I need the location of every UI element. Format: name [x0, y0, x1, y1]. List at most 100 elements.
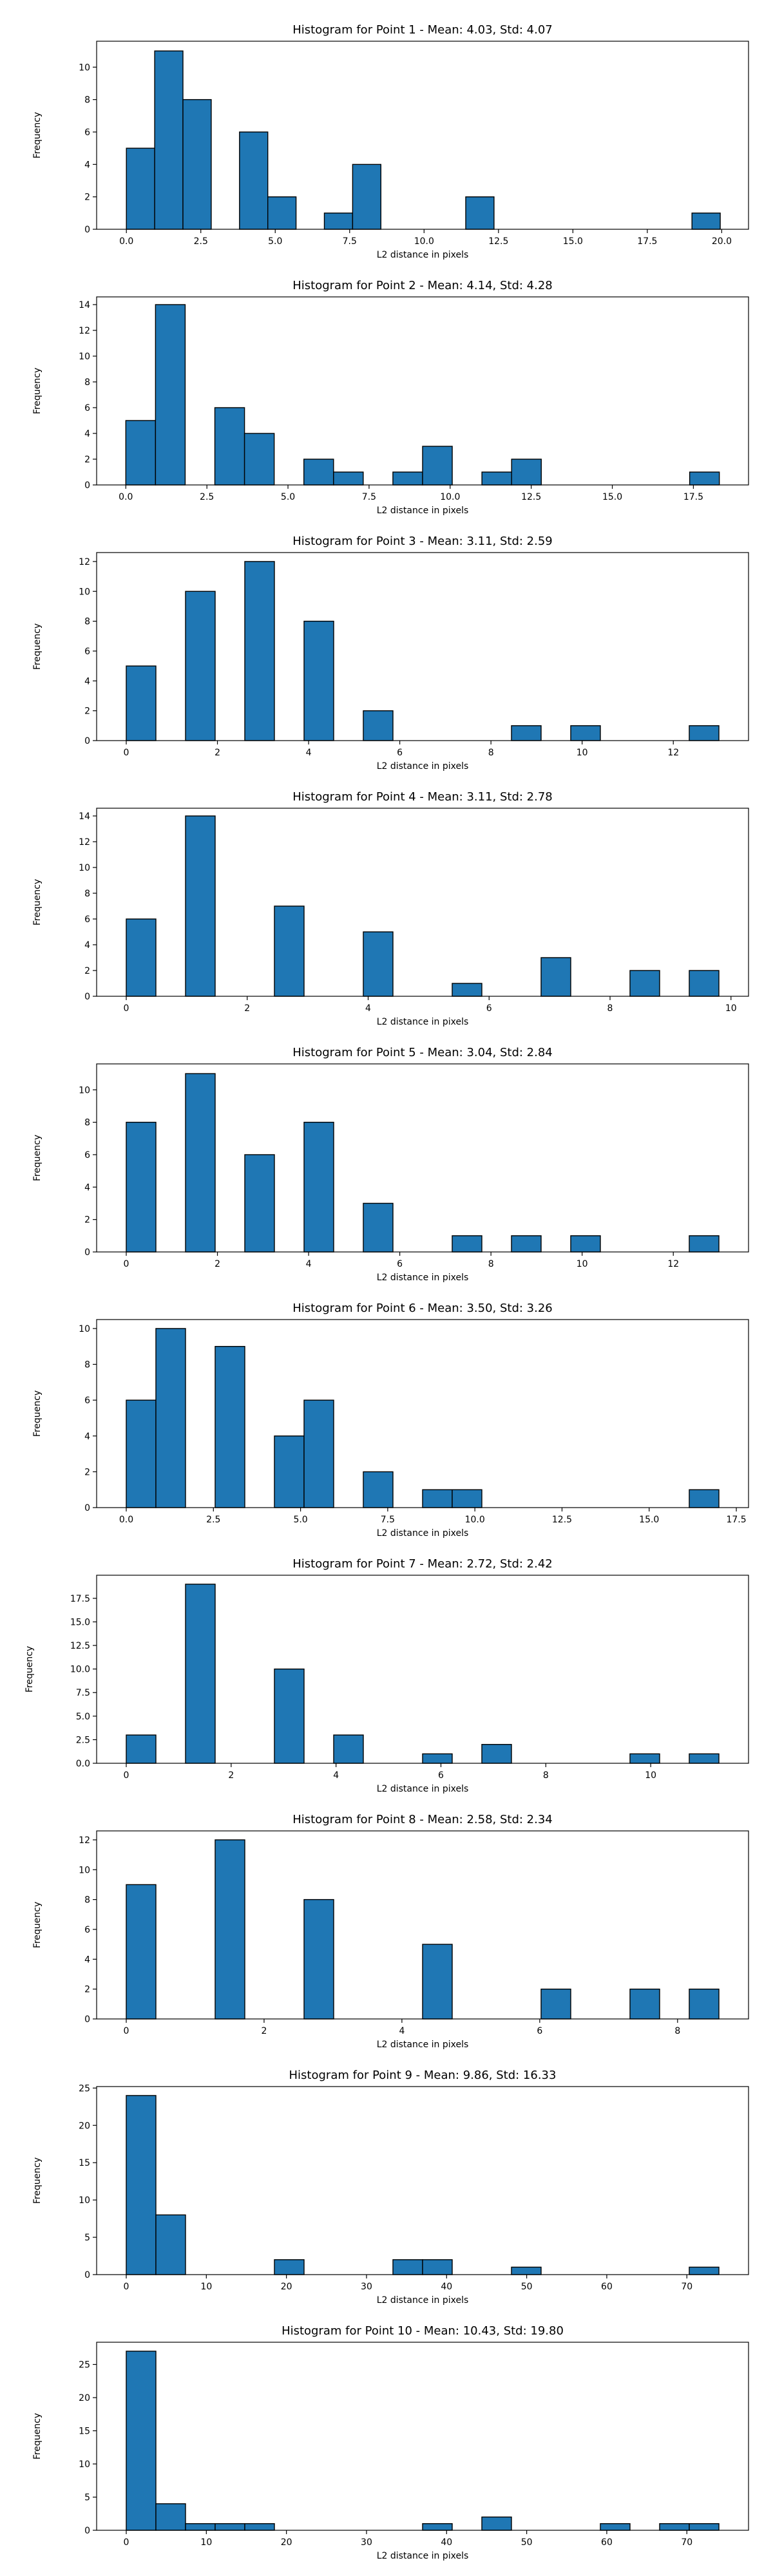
x-tick-label: 2 [228, 1770, 234, 1781]
histogram-bar [239, 131, 269, 230]
x-tick-label: 4 [306, 748, 312, 758]
y-tick-label: 0 [84, 736, 90, 746]
histogram-bar [274, 1435, 305, 1508]
y-axis-label: Frequency [32, 2413, 43, 2459]
histogram-bar [126, 1884, 157, 2020]
histogram-bar [689, 1489, 720, 1508]
y-axis-label: Frequency [32, 112, 43, 158]
histogram-bar [540, 1988, 571, 2020]
y-tick-label: 10 [79, 2195, 90, 2206]
histogram-panel-1: Histogram for Point 1 - Mean: 4.03, Std:… [32, 23, 749, 260]
x-tick-label: 50 [521, 2537, 533, 2548]
histogram-bar [452, 1489, 482, 1508]
chart-title: Histogram for Point 9 - Mean: 9.86, Std:… [289, 2069, 557, 2082]
y-tick-label: 25 [79, 2360, 90, 2371]
histogram-bar [600, 2523, 631, 2531]
histogram-bar [422, 1944, 453, 2020]
x-tick-label: 40 [441, 2282, 452, 2292]
histogram-bar [126, 1121, 157, 1253]
histogram-panel-9: Histogram for Point 9 - Mean: 9.86, Std:… [32, 2069, 749, 2306]
axes-frame [96, 41, 749, 230]
histogram-bar [323, 213, 354, 230]
histogram-bar [126, 665, 157, 741]
y-tick-label: 5.0 [76, 1712, 90, 1722]
x-tick-label: 7.5 [362, 492, 376, 502]
histogram-panel-6: Histogram for Point 6 - Mean: 3.50, Std:… [32, 1302, 749, 1539]
y-tick-label: 12 [79, 326, 90, 336]
x-tick-label: 17.5 [726, 1515, 746, 1525]
y-tick-label: 0.0 [76, 1759, 90, 1769]
histogram-bar [244, 2523, 275, 2531]
x-axis-label: L2 distance in pixels [377, 2040, 469, 2050]
y-tick-label: 12 [79, 1835, 90, 1846]
x-axis-label: L2 distance in pixels [377, 1784, 469, 1794]
x-axis-label: L2 distance in pixels [377, 761, 469, 772]
y-tick-label: 10.0 [70, 1665, 90, 1675]
x-tick-label: 0 [124, 2026, 129, 2036]
histogram-bar [126, 2095, 157, 2275]
x-tick-label: 0.0 [119, 1515, 133, 1525]
x-tick-label: 8 [488, 748, 494, 758]
x-tick-label: 20 [281, 2282, 292, 2292]
y-tick-label: 8 [84, 617, 90, 627]
y-tick-label: 4 [84, 940, 90, 951]
x-tick-label: 60 [601, 2282, 613, 2292]
y-tick-label: 2.5 [76, 1735, 90, 1745]
y-tick-label: 4 [84, 1955, 90, 1965]
y-tick-label: 12 [79, 837, 90, 848]
histogram-bar [303, 1121, 334, 1253]
histogram-bar [511, 2266, 542, 2275]
histogram-bar [689, 1753, 720, 1764]
histogram-bar [214, 407, 245, 486]
x-tick-label: 0 [124, 2537, 129, 2548]
x-tick-label: 5.0 [281, 492, 295, 502]
y-axis-label: Frequency [32, 1902, 43, 1948]
y-tick-label: 10 [79, 587, 90, 597]
chart-title: Histogram for Point 2 - Mean: 4.14, Std:… [292, 279, 553, 292]
x-tick-label: 2 [261, 2026, 267, 2036]
histogram-bar [125, 420, 157, 486]
x-tick-label: 15.0 [602, 492, 622, 502]
chart-title: Histogram for Point 6 - Mean: 3.50, Std:… [292, 1302, 553, 1315]
histogram-bar [481, 1744, 512, 1764]
axes-frame [96, 552, 749, 741]
histogram-bar [154, 50, 184, 230]
histogram-bar [629, 1753, 660, 1764]
x-axis-label: L2 distance in pixels [377, 250, 469, 260]
x-tick-label: 20 [281, 2537, 292, 2548]
chart-title: Histogram for Point 1 - Mean: 4.03, Std:… [292, 23, 553, 37]
histogram-bar [689, 1988, 720, 2020]
y-tick-label: 0 [84, 2014, 90, 2025]
histogram-bar [333, 1734, 364, 1764]
chart-title: Histogram for Point 7 - Mean: 2.72, Std:… [292, 1557, 553, 1571]
x-tick-label: 20.0 [712, 236, 732, 247]
x-tick-label: 10.0 [414, 236, 434, 247]
histogram-bar [155, 2214, 186, 2275]
histogram-bar [303, 459, 334, 486]
y-axis-label: Frequency [32, 623, 43, 670]
x-tick-label: 40 [441, 2537, 452, 2548]
y-tick-label: 4 [84, 676, 90, 687]
y-tick-label: 15 [79, 2158, 90, 2168]
chart-title: Histogram for Point 8 - Mean: 2.58, Std:… [292, 1813, 553, 1826]
axes-frame [96, 2086, 749, 2275]
x-tick-label: 6 [397, 1259, 403, 1269]
histogram-bar [303, 620, 334, 741]
x-tick-label: 12.5 [521, 492, 541, 502]
histogram-bar [363, 1471, 394, 1508]
histogram-bar [629, 970, 660, 997]
x-tick-label: 12 [667, 748, 679, 758]
chart-title: Histogram for Point 10 - Mean: 10.43, St… [282, 2324, 564, 2338]
x-tick-label: 17.5 [637, 236, 657, 247]
y-tick-label: 4 [84, 1432, 90, 1442]
histogram-bar [274, 905, 305, 997]
y-tick-label: 14 [79, 811, 90, 822]
histogram-bar [363, 931, 394, 997]
y-axis-label: Frequency [32, 1135, 43, 1181]
histogram-bar [392, 471, 423, 486]
histogram-bar [215, 1346, 245, 1508]
x-tick-label: 0 [124, 748, 129, 758]
histogram-bar [185, 815, 216, 997]
y-tick-label: 10 [79, 352, 90, 362]
x-tick-label: 15.0 [563, 236, 583, 247]
